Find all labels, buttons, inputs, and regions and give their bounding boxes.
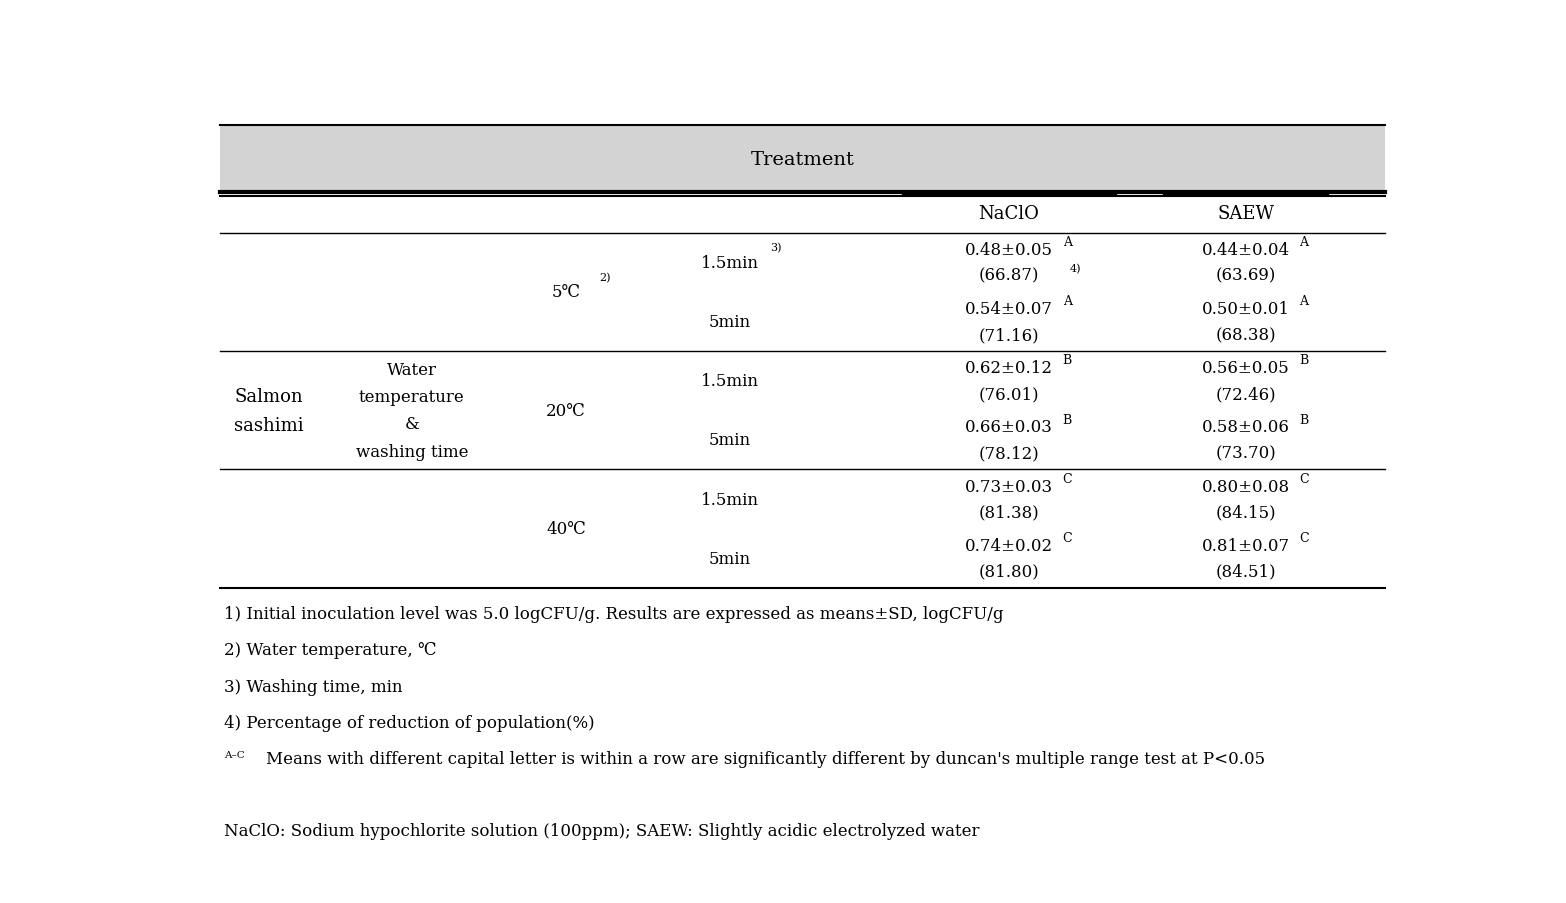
Text: 1) Initial inoculation level was 5.0 logCFU/g. Results are expressed as means±SD: 1) Initial inoculation level was 5.0 log… [224, 606, 1004, 622]
Text: (66.87): (66.87) [979, 267, 1040, 284]
Text: A: A [1300, 236, 1308, 249]
Text: (78.12): (78.12) [979, 445, 1040, 461]
Text: 5℃: 5℃ [551, 284, 581, 301]
Text: (72.46): (72.46) [1215, 386, 1276, 403]
Text: 0.81±0.07: 0.81±0.07 [1201, 537, 1290, 554]
Text: NaClO: Sodium hypochlorite solution (100ppm); SAEW: Slightly acidic electrolyzed: NaClO: Sodium hypochlorite solution (100… [224, 823, 979, 840]
Text: (84.15): (84.15) [1215, 504, 1276, 521]
Text: 1.5min: 1.5min [700, 491, 760, 508]
Text: Treatment: Treatment [750, 151, 855, 169]
Text: B: B [1300, 414, 1309, 426]
Text: C: C [1300, 531, 1309, 545]
Text: 40℃: 40℃ [547, 520, 586, 537]
Text: (84.51): (84.51) [1215, 563, 1276, 580]
Text: 0.56±0.05: 0.56±0.05 [1201, 359, 1289, 377]
Text: (76.01): (76.01) [979, 386, 1040, 403]
Text: 0.50±0.01: 0.50±0.01 [1201, 301, 1289, 318]
Text: C: C [1300, 472, 1309, 485]
Text: 0.73±0.03: 0.73±0.03 [965, 478, 1052, 495]
Text: 0.44±0.04: 0.44±0.04 [1201, 242, 1290, 258]
Text: SAEW: SAEW [1217, 204, 1275, 222]
Text: B: B [1062, 354, 1071, 368]
Text: (81.80): (81.80) [979, 563, 1040, 580]
Text: A: A [1063, 236, 1071, 249]
Text: B: B [1062, 414, 1071, 426]
Text: 0.66±0.03: 0.66±0.03 [965, 419, 1052, 436]
Text: (63.69): (63.69) [1215, 267, 1276, 284]
Text: 0.80±0.08: 0.80±0.08 [1201, 478, 1290, 495]
Text: (68.38): (68.38) [1215, 327, 1276, 344]
Bar [219, 126, 1386, 193]
Text: 0.62±0.12: 0.62±0.12 [965, 359, 1052, 377]
Text: 4) Percentage of reduction of population(%): 4) Percentage of reduction of population… [224, 714, 594, 731]
Text: 0.58±0.06: 0.58±0.06 [1201, 419, 1289, 436]
Text: NaClO: NaClO [979, 204, 1040, 222]
Text: 1.5min: 1.5min [700, 255, 760, 272]
Text: 5min: 5min [709, 313, 750, 330]
Text: (81.38): (81.38) [979, 504, 1040, 521]
Text: 4): 4) [1070, 264, 1082, 274]
Text: 20℃: 20℃ [547, 403, 586, 419]
Text: 0.74±0.02: 0.74±0.02 [965, 537, 1052, 554]
Text: A: A [1300, 295, 1308, 308]
Text: B: B [1300, 354, 1309, 368]
Text: C: C [1062, 531, 1073, 545]
Text: 0.48±0.05: 0.48±0.05 [965, 242, 1052, 258]
Text: Water
temperature
&
washing time: Water temperature & washing time [355, 361, 468, 461]
Text: A–C: A–C [224, 750, 244, 759]
Text: C: C [1062, 472, 1073, 485]
Text: 3) Washing time, min: 3) Washing time, min [224, 678, 402, 694]
Text: A: A [1063, 295, 1071, 308]
Text: 5min: 5min [709, 432, 750, 449]
Text: 2) Water temperature, ℃: 2) Water temperature, ℃ [224, 642, 437, 658]
Text: Means with different capital letter is within a row are significantly different : Means with different capital letter is w… [266, 750, 1265, 768]
Text: Salmon
sashimi: Salmon sashimi [233, 387, 304, 434]
Text: 2): 2) [600, 272, 611, 283]
Text: 1.5min: 1.5min [700, 373, 760, 390]
Text: 0.54±0.07: 0.54±0.07 [965, 301, 1052, 318]
Text: 5min: 5min [709, 550, 750, 567]
Text: (71.16): (71.16) [979, 327, 1040, 344]
Text: (73.70): (73.70) [1215, 445, 1276, 461]
Text: 3): 3) [770, 243, 781, 253]
